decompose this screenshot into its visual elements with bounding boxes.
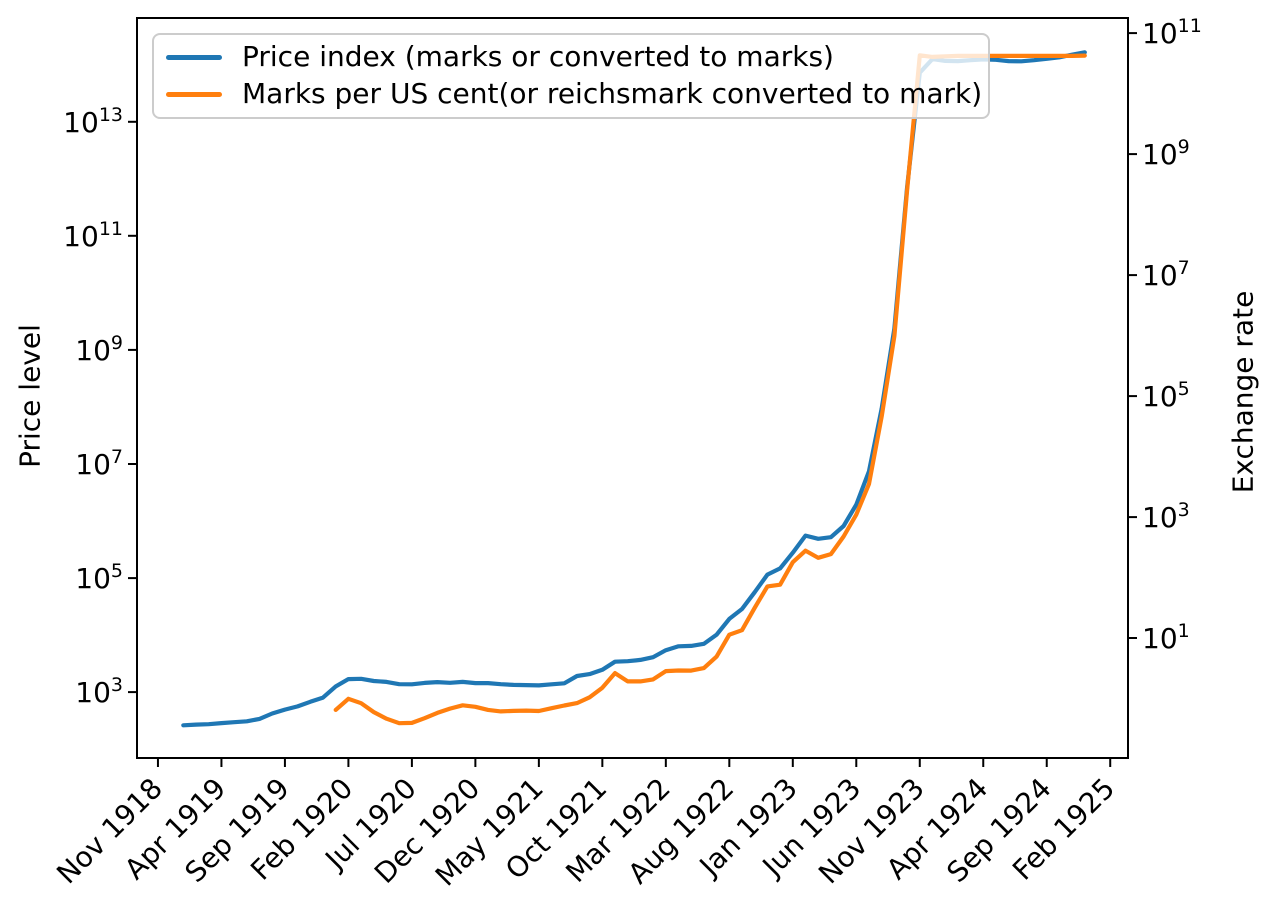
y-tick-label-right: 109 <box>1142 136 1190 171</box>
y-tick-label-left: 109 <box>75 332 123 367</box>
y-tick-label-right: 1011 <box>1142 15 1202 50</box>
left-axis-title: Price level <box>13 324 47 468</box>
legend-label-exchange-rate: Marks per US cent(or reichsmark converte… <box>242 77 983 111</box>
y-tick-label-right: 105 <box>1142 378 1190 413</box>
legend-line-sample-exchange-rate <box>166 92 222 98</box>
y-tick-label-left: 1011 <box>63 218 123 253</box>
legend-label-price-index: Price index (marks or converted to marks… <box>242 39 834 73</box>
y-tick-label-left: 1013 <box>63 104 123 139</box>
series-line-0 <box>181 50 1087 728</box>
right-axis-title: Exchange rate <box>1226 290 1260 494</box>
legend-item-price-index: Price index (marks or converted to marks… <box>166 39 988 73</box>
series-line-1 <box>333 53 1087 726</box>
y-tick-label-right: 107 <box>1142 257 1190 292</box>
y-tick-label-right: 103 <box>1142 499 1190 534</box>
legend: Price index (marks or converted to marks… <box>152 33 990 119</box>
plot-frame <box>136 17 1129 759</box>
y-tick-label-left: 105 <box>75 560 123 595</box>
y-tick-label-left: 107 <box>75 446 123 481</box>
y-tick-label-left: 103 <box>75 674 123 709</box>
legend-item-exchange-rate: Marks per US cent(or reichsmark converte… <box>166 79 988 110</box>
y-tick-label-right: 101 <box>1142 620 1190 655</box>
legend-line-sample-price-index <box>166 54 222 60</box>
